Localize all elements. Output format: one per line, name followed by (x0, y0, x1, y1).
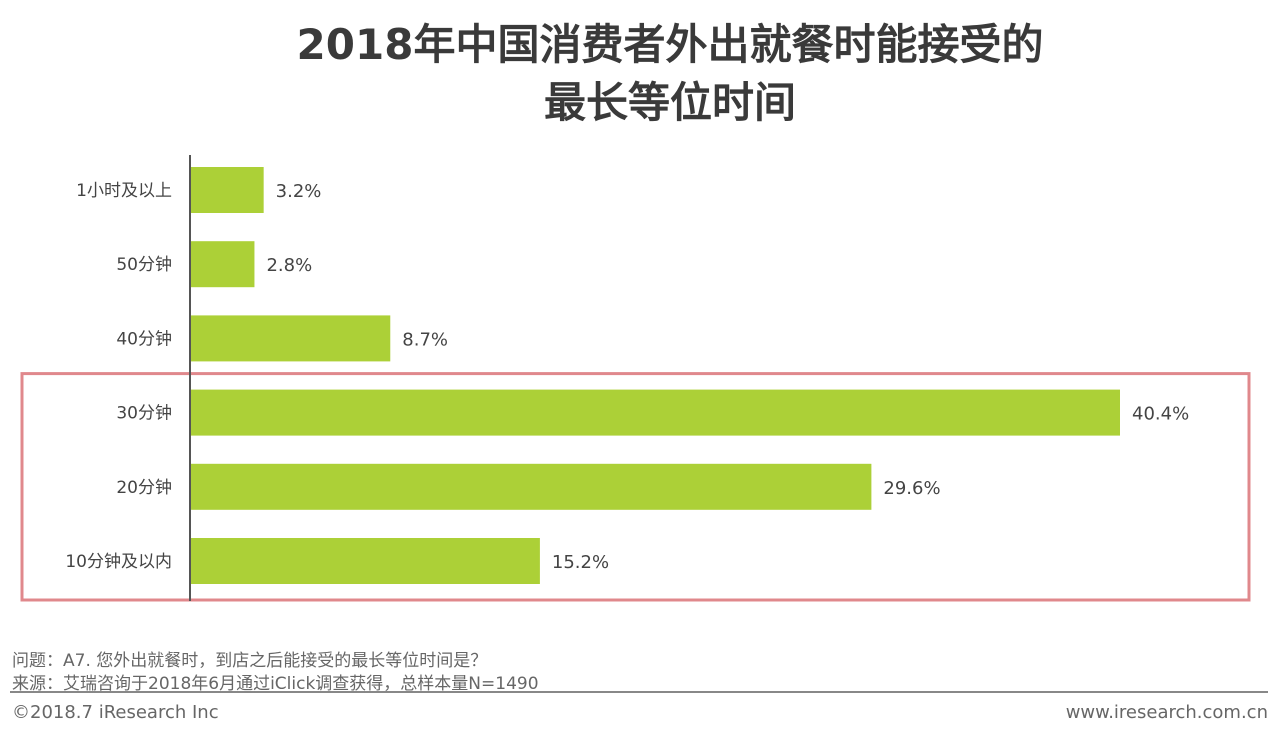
value-label-0: 3.2% (276, 181, 322, 202)
value-label-5: 15.2% (552, 552, 609, 573)
category-label-2: 40分钟 (116, 329, 172, 349)
footer-divider (10, 691, 1268, 693)
bar-0 (190, 167, 264, 213)
website-link: www.iresearch.com.cn (1065, 702, 1268, 723)
bar-3 (190, 389, 1120, 436)
value-label-3: 40.4% (1132, 404, 1189, 425)
copyright: ©2018.7 iResearch Inc (12, 702, 219, 723)
category-label-0: 1小时及以上 (76, 181, 172, 201)
category-label-4: 20分钟 (116, 478, 172, 498)
category-label-1: 50分钟 (116, 255, 172, 275)
question-note: 问题：A7. 您外出就餐时，到店之后能接受的最长等位时间是？ (12, 651, 488, 671)
value-label-2: 8.7% (402, 329, 448, 350)
bar-4 (190, 463, 872, 510)
chart-title-line1: 2018年中国消费者外出就餐时能接受的 (296, 20, 1044, 69)
chart-title-line2: 最长等位时间 (543, 78, 796, 127)
category-label-3: 30分钟 (116, 404, 172, 424)
bar-5 (190, 538, 540, 584)
value-label-4: 29.6% (883, 478, 940, 499)
source-note: 来源：艾瑞咨询于2018年6月通过iClick调查获得，总样本量N=1490 (12, 674, 539, 694)
bar-2 (190, 315, 391, 362)
bar-chart: 1小时及以上 3.2% 50分钟 2.8% 40分钟 8.7% 30分钟 40.4% 20分钟 2… (20, 155, 1251, 602)
category-label-5: 10分钟及以内 (65, 552, 172, 572)
bar-1 (190, 241, 255, 288)
value-label-1: 2.8% (266, 255, 312, 276)
highlight-box (20, 372, 1251, 602)
